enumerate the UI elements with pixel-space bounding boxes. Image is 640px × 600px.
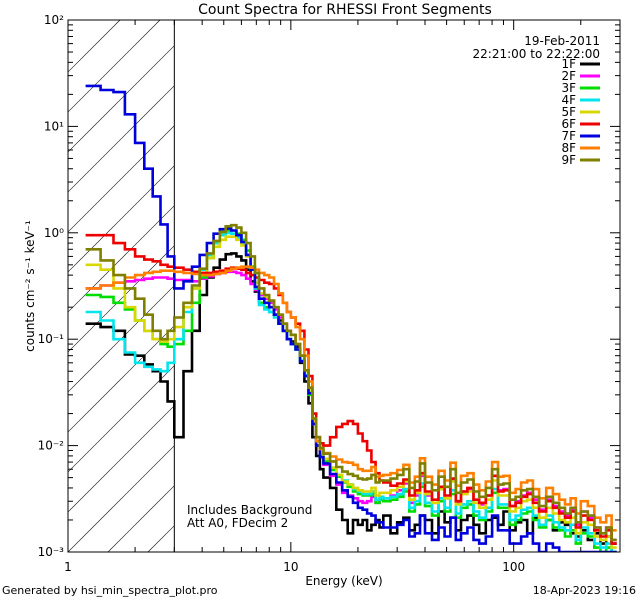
hatch-line	[228, 20, 640, 552]
x-tick-label: 1	[64, 560, 72, 574]
hatch-line	[68, 20, 161, 113]
time-range-label: 22:21:00 to 22:22:00	[473, 47, 600, 61]
y-tick-label: 10⁰	[44, 226, 64, 240]
hatch-line	[68, 285, 175, 393]
footer-generated-by: Generated by hsi_min_spectra_plot.pro	[2, 584, 218, 597]
y-tick-label: 10⁻³	[38, 545, 65, 559]
series-line-2f	[85, 270, 617, 542]
chart-title: Count Spectra for RHESSI Front Segments	[198, 2, 492, 18]
hatch-line	[68, 445, 175, 552]
legend-label: 6F	[561, 117, 576, 131]
hatch-line	[68, 205, 175, 313]
y-tick-label: 10¹	[44, 119, 64, 133]
hatch-line	[68, 405, 175, 513]
annotation-background: Includes Background	[187, 503, 312, 517]
legend-label: 4F	[561, 93, 576, 107]
footer-timestamp: 18-Apr-2023 19:16	[533, 584, 636, 597]
series-line-8f	[85, 265, 617, 532]
y-tick-labels: 10⁻³ 10⁻² 10⁻¹ 10⁰ 10¹ 10²	[38, 13, 65, 559]
hatch-line	[628, 20, 640, 552]
x-axis-label: Energy (keV)	[305, 574, 382, 588]
hatch-line	[68, 125, 175, 233]
series-lines	[85, 84, 617, 552]
hatched-region	[68, 20, 640, 552]
series-line-1f	[85, 252, 617, 545]
y-tick-label: 10⁻¹	[38, 332, 65, 346]
y-tick-label: 10²	[44, 13, 64, 27]
series-line-4f	[85, 231, 617, 552]
legend-label: 2F	[561, 69, 576, 83]
axis-ticks	[67, 20, 621, 553]
legend-label: 8F	[561, 141, 576, 155]
hatch-line	[428, 20, 640, 552]
series-line-7f	[85, 84, 617, 552]
series-line-9f	[85, 223, 617, 542]
y-axis-label: counts cm⁻² s⁻¹ keV⁻¹	[23, 220, 37, 352]
hatch-line	[68, 245, 175, 353]
hatch-line	[68, 85, 175, 193]
legend-label: 5F	[561, 105, 576, 119]
hatch-line	[68, 365, 175, 473]
annotation-attenuator: Att A0, FDecim 2	[187, 516, 288, 530]
x-tick-labels: 1 10 100	[64, 560, 525, 574]
hatch-line	[68, 45, 175, 153]
x-tick-label: 100	[502, 560, 525, 574]
legend-label: 9F	[561, 153, 576, 167]
legend-label: 1F	[561, 57, 576, 71]
x-tick-label: 10	[283, 560, 298, 574]
hatch-line	[468, 20, 640, 552]
legend-label: 3F	[561, 81, 576, 95]
date-label: 19-Feb-2011	[524, 34, 600, 48]
legend-label: 7F	[561, 129, 576, 143]
plot-frame	[67, 19, 621, 553]
y-tick-label: 10⁻²	[38, 439, 65, 453]
series-line-5f	[85, 235, 617, 549]
hatch-line	[107, 485, 175, 552]
